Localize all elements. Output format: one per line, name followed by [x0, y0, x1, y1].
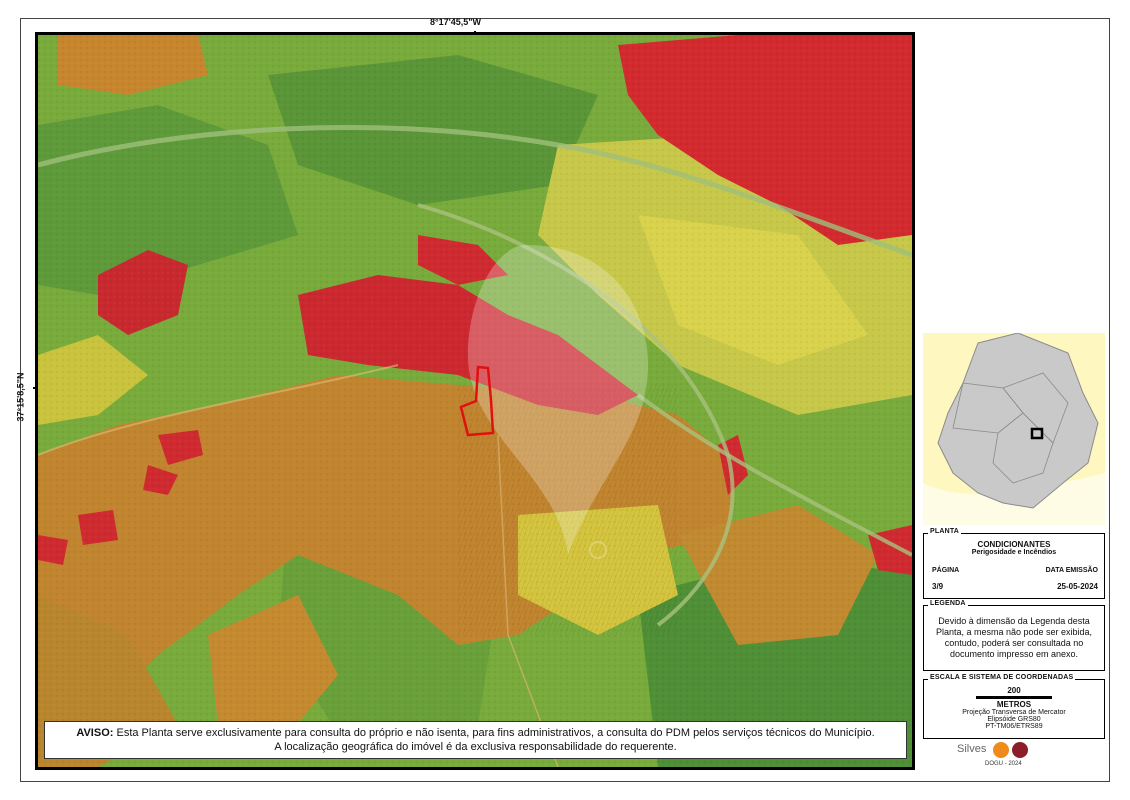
planta-subtitle: Perigosidade e Incêndios [971, 549, 1057, 556]
legenda-panel: LEGENDA Devido à dimensão da Legenda des… [923, 600, 1105, 671]
page-label: PÁGINA [932, 567, 960, 574]
property-parcel-outline[interactable] [459, 365, 495, 437]
page-value: 3/9 [932, 582, 944, 591]
planta-section-label: PLANTA [928, 528, 962, 535]
watermark-text: RE/MAX [502, 317, 635, 355]
date-label: DATA EMISSÃO [1045, 567, 1098, 574]
disclaimer-line-1: AVISO: Esta Planta serve exclusivamente … [45, 726, 906, 740]
scale-value: 200 [1007, 686, 1021, 695]
map-sheet [20, 18, 1110, 782]
scale-bar [976, 696, 1052, 699]
location-marker [1030, 427, 1044, 440]
parish-boundary [1002, 372, 1069, 444]
highway-curve [417, 203, 735, 627]
map-viewport[interactable]: RE/MAX [35, 32, 915, 770]
main-road [38, 125, 912, 258]
projection-line-3: PT-TM06/ETRS89 [985, 723, 1043, 730]
legenda-section-label: LEGENDA [928, 600, 968, 607]
brand-sun-icon [993, 742, 1009, 758]
brand-text: Silves [957, 743, 987, 755]
credit-text: DOGU - 2024 [985, 761, 1022, 767]
hazard-map: RE/MAX [38, 35, 912, 767]
parish-boundary [992, 412, 1054, 484]
projection-line-2: Elipsóide GRS80 [987, 716, 1041, 723]
projection-line-1: Projeção Transversa de Mercator [962, 709, 1066, 716]
footer-branding: Silves DOGU - 2024 [923, 741, 1105, 771]
municipal-crest-icon [1012, 742, 1028, 758]
disclaimer-box: AVISO: Esta Planta serve exclusivamente … [44, 721, 907, 759]
disclaimer-text: Esta Planta serve exclusivamente para co… [116, 727, 875, 739]
date-value: 25-05-2024 [1057, 582, 1098, 591]
planta-title: CONDICIONANTES [977, 540, 1051, 549]
scale-unit: METROS [996, 700, 1032, 709]
planta-panel: PLANTA CONDICIONANTES Perigosidade e Inc… [923, 528, 1105, 599]
disclaimer-line-2: A localização geográfica do imóvel é da … [274, 741, 677, 753]
watermark-logo: RE/MAX [468, 245, 648, 559]
longitude-label: 8°17'45,5"W [430, 17, 482, 27]
escala-section-label: ESCALA E SISTEMA DE COORDENADAS [928, 674, 1076, 681]
legenda-text: Devido à dimensão da Legenda desta Plant… [935, 616, 1093, 659]
orchard-rows [458, 385, 678, 635]
latitude-label: 37°15'8,5"N [15, 372, 26, 422]
disclaimer-prefix: AVISO: [76, 727, 114, 739]
secondary-road [636, 393, 912, 557]
local-road [38, 364, 399, 456]
municipality-outline [937, 333, 1099, 509]
escala-panel: ESCALA E SISTEMA DE COORDENADAS 200 METR… [923, 674, 1105, 739]
municipality-locator-svg [923, 333, 1105, 525]
locator-map [923, 333, 1105, 525]
